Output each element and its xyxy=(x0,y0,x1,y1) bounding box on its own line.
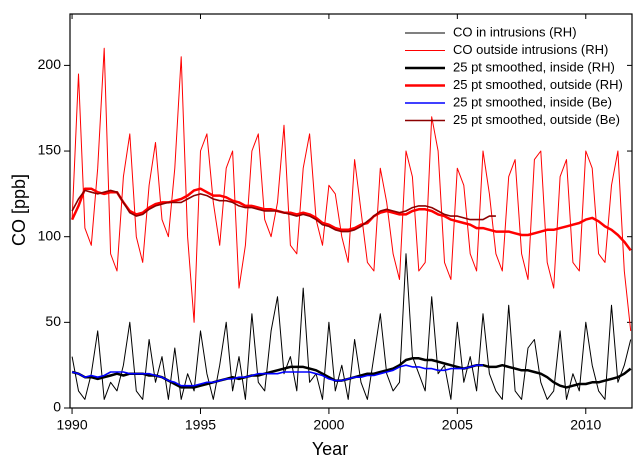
plot-frame xyxy=(69,13,633,409)
y-tick-label: 100 xyxy=(38,227,62,243)
legend-label: 25 pt smoothed, inside (RH) xyxy=(453,59,615,74)
y-tick-label: 0 xyxy=(53,399,61,415)
series-line xyxy=(71,47,632,331)
series-line xyxy=(71,364,483,387)
legend-label: CO outside intrusions (RH) xyxy=(453,42,608,57)
legend-label: CO in intrusions (RH) xyxy=(453,24,577,39)
x-tick-label: 2005 xyxy=(442,417,473,433)
y-tick-label: 150 xyxy=(38,142,62,158)
x-tick-label: 1995 xyxy=(185,417,216,433)
y-tick-label: 200 xyxy=(38,56,62,72)
x-tick-label: 2010 xyxy=(570,417,601,433)
legend-label: 25 pt smoothed, outside (Be) xyxy=(453,112,620,127)
x-axis-label: Year xyxy=(312,439,348,459)
y-axis-label: CO [ppb] xyxy=(9,174,29,246)
series-line xyxy=(70,187,632,252)
legend-label: 25 pt smoothed, outside (RH) xyxy=(453,77,623,92)
x-tick-label: 2000 xyxy=(313,417,344,433)
x-tick-label: 1990 xyxy=(56,417,87,433)
series-line xyxy=(71,189,496,233)
y-tick-label: 50 xyxy=(45,313,61,329)
legend-label: 25 pt smoothed, inside (Be) xyxy=(453,94,612,109)
